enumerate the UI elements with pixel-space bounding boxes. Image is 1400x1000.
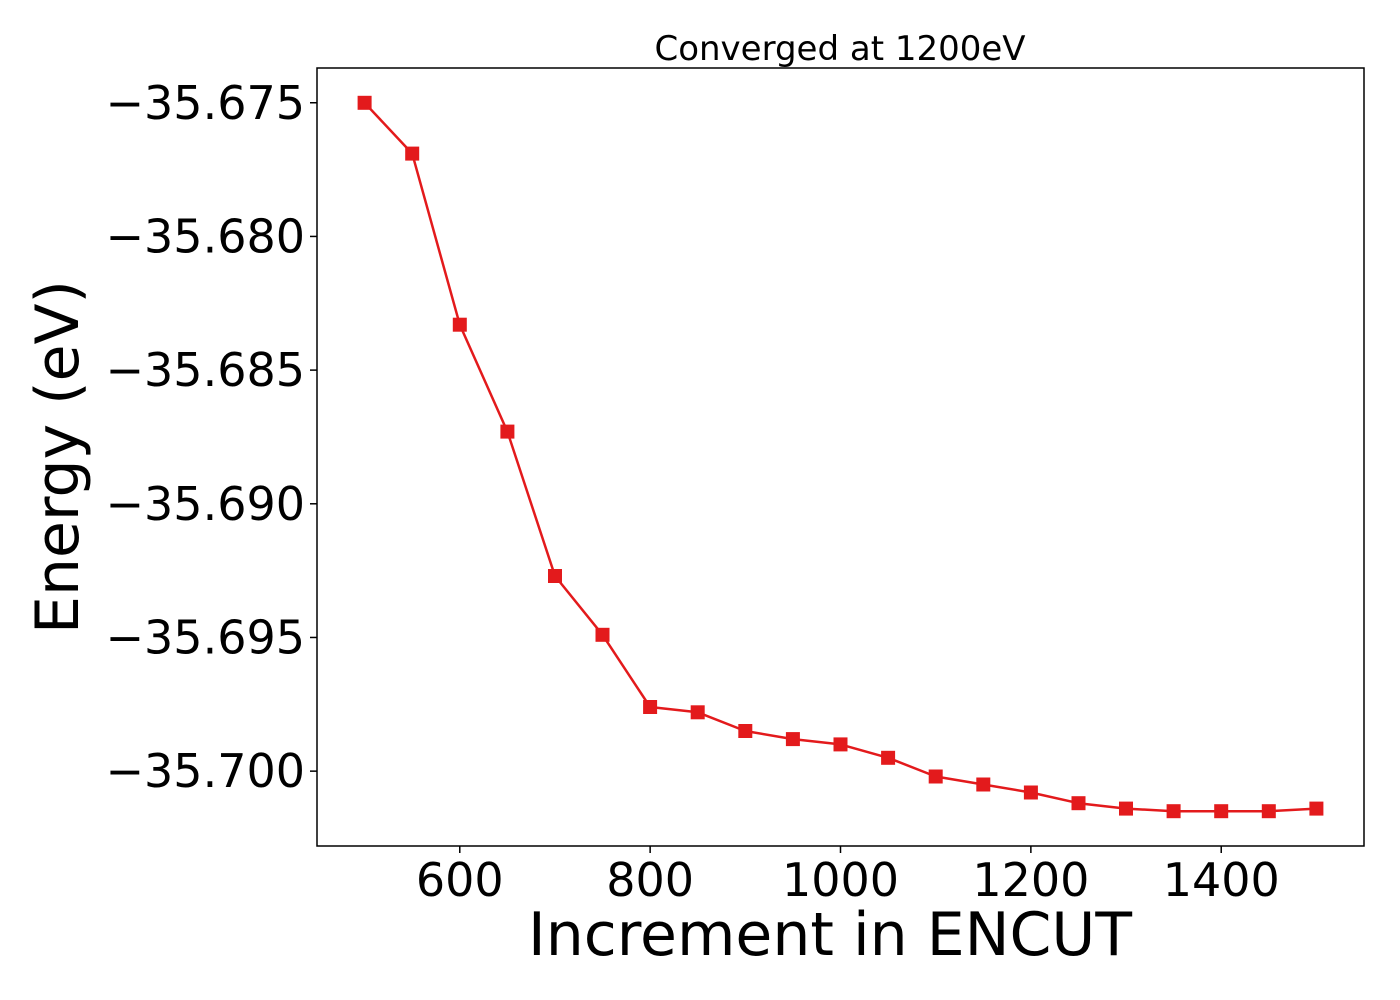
x-tick-label: 1000 — [782, 853, 899, 907]
data-point — [405, 146, 420, 161]
data-point — [452, 317, 467, 332]
data-point — [595, 627, 610, 642]
y-tick-label: −35.700 — [106, 744, 306, 798]
x-tick-label: 1400 — [1163, 853, 1280, 907]
data-point — [1309, 801, 1324, 816]
x-tick-label: 1200 — [972, 853, 1089, 907]
series-layer — [357, 95, 1324, 819]
y-axis-label: Energy (eV) — [23, 280, 93, 634]
y-tick-label: −35.685 — [106, 343, 306, 397]
data-point — [643, 700, 658, 714]
y-tick-label: −35.695 — [106, 610, 306, 664]
data-point — [1261, 804, 1276, 819]
data-point — [928, 769, 943, 784]
chart-title: Converged at 1200eV — [654, 29, 1025, 69]
y-tick-label: −35.680 — [106, 209, 306, 263]
data-point — [548, 569, 562, 583]
x-tick-label: 800 — [606, 853, 694, 907]
data-point — [500, 424, 515, 439]
y-axis: −35.675 −35.680 −35.685 −35.690 −35.695 −35.7… — [106, 76, 317, 798]
data-point — [833, 737, 848, 752]
data-point — [976, 777, 991, 792]
y-tick-label: −35.690 — [106, 477, 306, 531]
x-axis: 600 800 1000 1200 1400 — [416, 846, 1280, 907]
data-point — [1023, 785, 1038, 800]
data-point — [357, 95, 372, 110]
data-point — [881, 750, 896, 765]
data-point — [785, 732, 800, 747]
data-point — [1166, 804, 1181, 819]
data-point — [1071, 796, 1086, 811]
x-tick-label: 600 — [416, 853, 504, 907]
data-point — [690, 705, 705, 720]
data-point — [1214, 804, 1229, 819]
data-point — [1119, 801, 1133, 816]
y-tick-label: −35.675 — [106, 76, 306, 130]
data-point — [738, 724, 753, 738]
x-axis-label: Increment in ENCUT — [528, 900, 1132, 970]
